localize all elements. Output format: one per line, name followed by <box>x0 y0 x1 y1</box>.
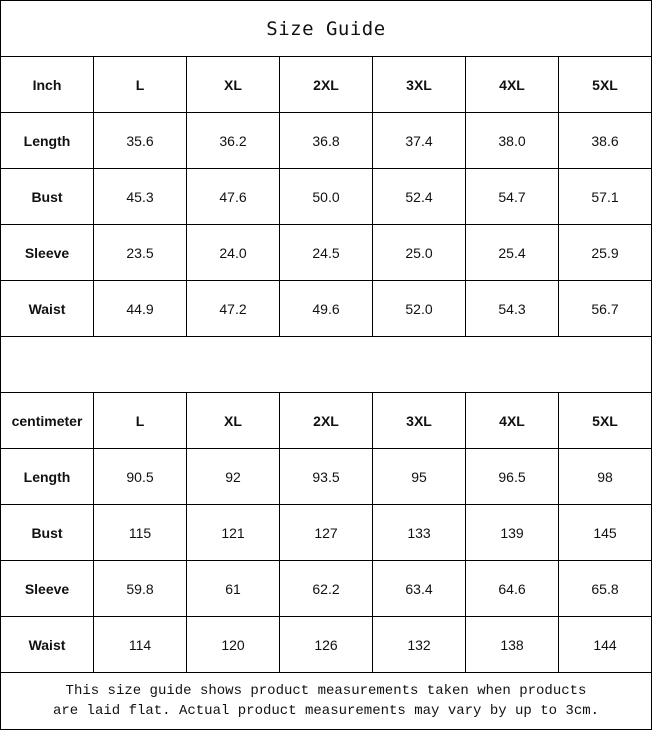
measurement-cell: 133 <box>372 504 466 561</box>
table-row: Sleeve 59.8 61 62.2 63.4 64.6 65.8 <box>0 560 652 617</box>
measurement-cell: 47.6 <box>186 168 280 225</box>
unit-header: Inch <box>0 56 94 113</box>
table-row: Bust 45.3 47.6 50.0 52.4 54.7 57.1 <box>0 168 652 225</box>
measurement-cell: 37.4 <box>372 112 466 169</box>
measurement-cell: 145 <box>558 504 652 561</box>
measurement-cell: 47.2 <box>186 280 280 337</box>
measurement-cell: 90.5 <box>93 448 187 505</box>
size-header: 4XL <box>465 56 559 113</box>
measurement-cell: 24.0 <box>186 224 280 281</box>
row-label: Sleeve <box>0 560 94 617</box>
measurement-cell: 50.0 <box>279 168 373 225</box>
measurement-cell: 45.3 <box>93 168 187 225</box>
measurement-cell: 52.4 <box>372 168 466 225</box>
table-row: Length 90.5 92 93.5 95 96.5 98 <box>0 448 652 505</box>
measurement-cell: 121 <box>186 504 280 561</box>
measurement-cell: 23.5 <box>93 224 187 281</box>
size-header: 2XL <box>279 392 373 449</box>
size-header: XL <box>186 56 280 113</box>
measurement-cell: 132 <box>372 616 466 673</box>
measurement-cell: 139 <box>465 504 559 561</box>
measurement-cell: 98 <box>558 448 652 505</box>
header-row: centimeter L XL 2XL 3XL 4XL 5XL <box>0 392 652 449</box>
size-header: L <box>93 392 187 449</box>
measurement-cell: 95 <box>372 448 466 505</box>
note-line: This size guide shows product measuremen… <box>65 683 587 699</box>
measurement-cell: 144 <box>558 616 652 673</box>
measurement-cell: 35.6 <box>93 112 187 169</box>
measurement-cell: 54.3 <box>465 280 559 337</box>
size-header: 3XL <box>372 56 466 113</box>
row-label: Length <box>0 112 94 169</box>
size-header: 2XL <box>279 56 373 113</box>
measurement-cell: 56.7 <box>558 280 652 337</box>
size-header: 3XL <box>372 392 466 449</box>
measurement-cell: 38.0 <box>465 112 559 169</box>
table-row: Sleeve 23.5 24.0 24.5 25.0 25.4 25.9 <box>0 224 652 281</box>
disclaimer-note: This size guide shows product measuremen… <box>0 672 652 730</box>
table-row: Bust 115 121 127 133 139 145 <box>0 504 652 561</box>
measurement-cell: 52.0 <box>372 280 466 337</box>
measurement-cell: 64.6 <box>465 560 559 617</box>
measurement-cell: 65.8 <box>558 560 652 617</box>
measurement-cell: 120 <box>186 616 280 673</box>
measurement-cell: 36.2 <box>186 112 280 169</box>
measurement-cell: 38.6 <box>558 112 652 169</box>
row-label: Waist <box>0 280 94 337</box>
row-label: Waist <box>0 616 94 673</box>
row-label: Bust <box>0 504 94 561</box>
note-row: This size guide shows product measuremen… <box>0 672 652 730</box>
row-label: Length <box>0 448 94 505</box>
spacer-cell <box>0 336 652 393</box>
measurement-cell: 44.9 <box>93 280 187 337</box>
measurement-cell: 59.8 <box>93 560 187 617</box>
row-label: Sleeve <box>0 224 94 281</box>
size-header: 5XL <box>558 56 652 113</box>
measurement-cell: 126 <box>279 616 373 673</box>
measurement-cell: 93.5 <box>279 448 373 505</box>
measurement-cell: 25.4 <box>465 224 559 281</box>
size-header: XL <box>186 392 280 449</box>
size-header: 4XL <box>465 392 559 449</box>
measurement-cell: 96.5 <box>465 448 559 505</box>
measurement-cell: 127 <box>279 504 373 561</box>
measurement-cell: 61 <box>186 560 280 617</box>
header-row: Inch L XL 2XL 3XL 4XL 5XL <box>0 56 652 113</box>
measurement-cell: 36.8 <box>279 112 373 169</box>
size-header: 5XL <box>558 392 652 449</box>
table-row: Waist 114 120 126 132 138 144 <box>0 616 652 673</box>
measurement-cell: 25.9 <box>558 224 652 281</box>
measurement-cell: 25.0 <box>372 224 466 281</box>
size-header: L <box>93 56 187 113</box>
page-title: Size Guide <box>0 0 652 57</box>
table-row: Waist 44.9 47.2 49.6 52.0 54.3 56.7 <box>0 280 652 337</box>
measurement-cell: 92 <box>186 448 280 505</box>
spacer-row <box>0 336 652 393</box>
measurement-cell: 63.4 <box>372 560 466 617</box>
measurement-cell: 57.1 <box>558 168 652 225</box>
measurement-cell: 114 <box>93 616 187 673</box>
measurement-cell: 115 <box>93 504 187 561</box>
note-line: are laid flat. Actual product measuremen… <box>52 703 600 719</box>
row-label: Bust <box>0 168 94 225</box>
measurement-cell: 62.2 <box>279 560 373 617</box>
unit-header: centimeter <box>0 392 94 449</box>
measurement-cell: 49.6 <box>279 280 373 337</box>
table-row: Length 35.6 36.2 36.8 37.4 38.0 38.6 <box>0 112 652 169</box>
measurement-cell: 54.7 <box>465 168 559 225</box>
measurement-cell: 138 <box>465 616 559 673</box>
measurement-cell: 24.5 <box>279 224 373 281</box>
title-row: Size Guide <box>0 0 652 57</box>
